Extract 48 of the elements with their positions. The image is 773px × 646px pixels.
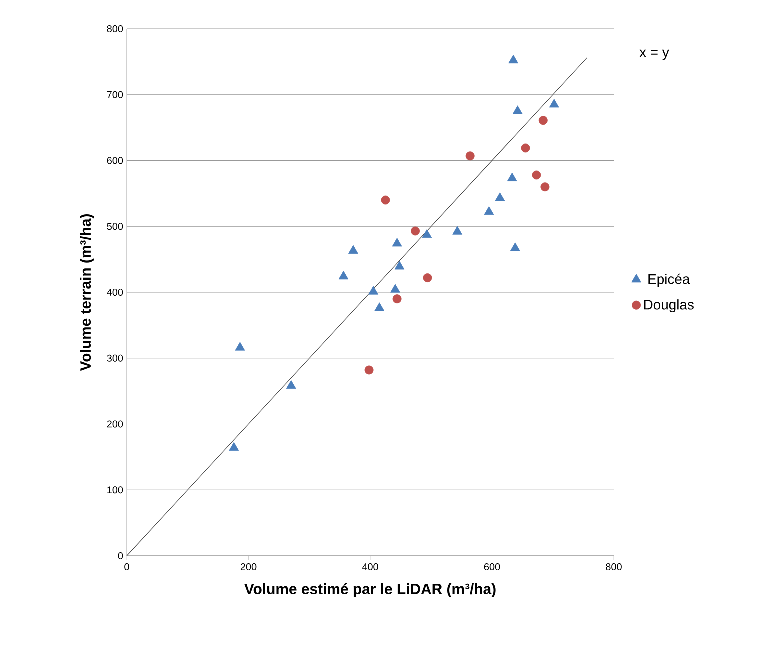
point xyxy=(394,261,405,270)
point xyxy=(286,380,296,389)
point xyxy=(381,196,390,205)
point xyxy=(364,366,374,375)
point xyxy=(390,284,400,293)
point xyxy=(392,294,402,304)
point xyxy=(508,54,518,64)
legend-label: Epicéa xyxy=(648,274,690,288)
point xyxy=(507,172,518,182)
point xyxy=(484,206,494,216)
y-tick-label: 500 xyxy=(107,223,124,230)
point xyxy=(348,245,358,254)
x-axis-title: Volume estimé par le LiDAR (m³/ha) xyxy=(244,583,496,598)
x-tick-label: 400 xyxy=(362,564,378,571)
point xyxy=(549,99,560,108)
y-tick-label: 300 xyxy=(107,354,124,362)
point xyxy=(510,242,520,252)
y-axis-title: Volume terrain (m³/ha) xyxy=(80,214,94,372)
y-tick-label: 800 xyxy=(107,25,124,33)
point xyxy=(466,152,475,161)
y-tick-label: 100 xyxy=(108,486,124,494)
y-tick-label: 0 xyxy=(118,552,124,560)
x-tick-label: 0 xyxy=(124,564,130,571)
legend-label: Douglas xyxy=(644,300,694,313)
point xyxy=(229,442,240,451)
point xyxy=(452,226,462,235)
point xyxy=(422,230,432,238)
point xyxy=(538,116,548,126)
y-tick-label: 600 xyxy=(107,157,124,164)
point xyxy=(338,271,349,280)
x-tick-label: 800 xyxy=(606,564,622,571)
point xyxy=(411,226,420,236)
point xyxy=(512,106,523,114)
y-tick-label: 200 xyxy=(107,420,124,428)
point xyxy=(540,182,550,192)
point xyxy=(374,302,385,312)
point xyxy=(495,192,506,202)
point xyxy=(392,238,402,247)
y-tick-label: 700 xyxy=(107,91,124,98)
point xyxy=(368,286,378,295)
text: x = y xyxy=(640,50,670,60)
point xyxy=(521,144,530,153)
point xyxy=(532,170,542,180)
y-tick-label: 400 xyxy=(107,288,124,296)
x-tick-label: 600 xyxy=(484,564,500,571)
x-tick-label: 200 xyxy=(240,564,257,571)
point xyxy=(423,274,432,282)
point xyxy=(235,342,246,351)
